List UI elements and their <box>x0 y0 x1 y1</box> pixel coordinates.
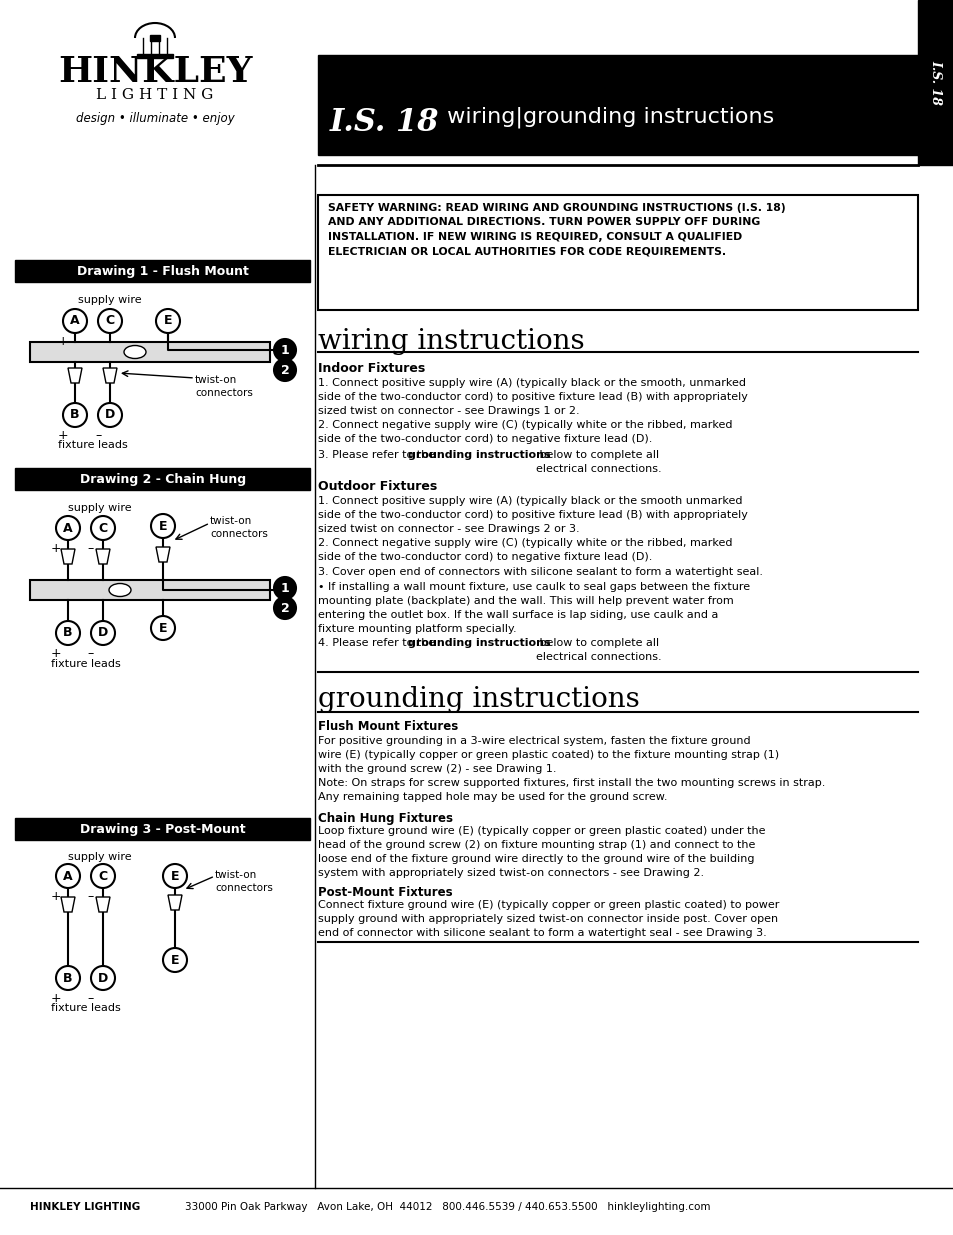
Text: design • illuminate • enjoy: design • illuminate • enjoy <box>75 112 234 125</box>
Circle shape <box>274 338 295 361</box>
Text: supply wire: supply wire <box>78 295 142 305</box>
Circle shape <box>63 403 87 427</box>
Text: Drawing 3 - Post-Mount: Drawing 3 - Post-Mount <box>80 823 246 836</box>
Text: 2: 2 <box>280 601 289 615</box>
Text: L I G H T I N G: L I G H T I N G <box>96 88 213 103</box>
Text: twist-on
connectors: twist-on connectors <box>194 375 253 398</box>
Text: • If installing a wall mount fixture, use caulk to seal gaps between the fixture: • If installing a wall mount fixture, us… <box>317 582 749 634</box>
Text: HINKLEY LIGHTING: HINKLEY LIGHTING <box>30 1202 140 1212</box>
Circle shape <box>151 514 174 538</box>
Text: twist-on
connectors: twist-on connectors <box>210 516 268 540</box>
Circle shape <box>274 359 295 382</box>
Text: 1. Connect positive supply wire (A) (typically black or the smooth unmarked
side: 1. Connect positive supply wire (A) (typ… <box>317 496 747 534</box>
Text: B: B <box>71 409 80 421</box>
Text: supply wire: supply wire <box>68 852 132 862</box>
Polygon shape <box>61 550 75 564</box>
Text: C: C <box>98 869 108 883</box>
Text: E: E <box>158 621 167 635</box>
Bar <box>15 468 310 490</box>
Text: C: C <box>98 521 108 535</box>
Text: +: + <box>51 890 61 903</box>
Text: Post-Mount Fixtures: Post-Mount Fixtures <box>317 885 452 899</box>
Text: +: + <box>51 647 61 659</box>
Text: Flush Mount Fixtures: Flush Mount Fixtures <box>317 720 457 734</box>
Circle shape <box>56 621 80 645</box>
Circle shape <box>63 309 87 333</box>
Text: grounding instructions: grounding instructions <box>317 685 639 713</box>
Text: C: C <box>106 315 114 327</box>
Text: Connect fixture ground wire (E) (typically copper or green plastic coated) to po: Connect fixture ground wire (E) (typical… <box>317 900 779 939</box>
Bar <box>15 261 310 282</box>
Bar <box>30 580 270 600</box>
Polygon shape <box>68 368 82 383</box>
Text: Drawing 2 - Chain Hung: Drawing 2 - Chain Hung <box>80 473 246 485</box>
Text: –: – <box>88 992 94 1005</box>
Text: below to complete all
electrical connections.: below to complete all electrical connect… <box>536 638 661 662</box>
Circle shape <box>98 403 122 427</box>
Circle shape <box>56 864 80 888</box>
Text: twist-on
connectors: twist-on connectors <box>214 869 273 893</box>
Text: wiring|grounding instructions: wiring|grounding instructions <box>439 107 774 128</box>
Text: E: E <box>164 315 172 327</box>
Circle shape <box>91 966 115 990</box>
Text: D: D <box>98 972 108 984</box>
Text: 33000 Pin Oak Parkway   Avon Lake, OH  44012   800.446.5539 / 440.653.5500   hin: 33000 Pin Oak Parkway Avon Lake, OH 4401… <box>185 1202 710 1212</box>
Circle shape <box>151 616 174 640</box>
Circle shape <box>98 309 122 333</box>
Text: Indoor Fixtures: Indoor Fixtures <box>317 362 425 375</box>
Text: HINKLEY: HINKLEY <box>58 56 252 89</box>
Text: +: + <box>57 335 69 348</box>
Text: Drawing 1 - Flush Mount: Drawing 1 - Flush Mount <box>77 264 249 278</box>
Text: A: A <box>63 521 72 535</box>
Text: grounding instructions: grounding instructions <box>408 638 550 648</box>
Polygon shape <box>96 897 110 911</box>
Text: +: + <box>57 429 69 442</box>
Text: E: E <box>158 520 167 532</box>
Text: –: – <box>95 335 102 348</box>
Circle shape <box>163 948 187 972</box>
Bar <box>317 56 917 156</box>
Text: fixture leads: fixture leads <box>51 1003 121 1013</box>
Polygon shape <box>156 547 170 562</box>
Text: –: – <box>88 647 94 659</box>
Text: For positive grounding in a 3-wire electrical system, fasten the fixture ground
: For positive grounding in a 3-wire elect… <box>317 736 824 802</box>
Text: D: D <box>98 626 108 640</box>
Text: 2: 2 <box>280 363 289 377</box>
Text: B: B <box>63 972 72 984</box>
Circle shape <box>163 864 187 888</box>
Bar <box>317 195 917 310</box>
Circle shape <box>56 966 80 990</box>
Circle shape <box>274 597 295 619</box>
Text: 1: 1 <box>280 343 289 357</box>
Bar <box>30 342 270 362</box>
Polygon shape <box>103 368 117 383</box>
Text: A: A <box>63 869 72 883</box>
Text: A: A <box>71 315 80 327</box>
Text: –: – <box>88 890 94 903</box>
Text: supply wire: supply wire <box>68 503 132 513</box>
Circle shape <box>56 516 80 540</box>
Circle shape <box>91 864 115 888</box>
Polygon shape <box>96 550 110 564</box>
Text: 2. Connect negative supply wire (C) (typically white or the ribbed, marked
side : 2. Connect negative supply wire (C) (typ… <box>317 420 732 445</box>
Circle shape <box>91 621 115 645</box>
Text: SAFETY WARNING: READ WIRING AND GROUNDING INSTRUCTIONS (I.S. 18)
AND ANY ADDITIO: SAFETY WARNING: READ WIRING AND GROUNDIN… <box>328 203 785 256</box>
Text: Chain Hung Fixtures: Chain Hung Fixtures <box>317 811 453 825</box>
Text: I.S. 18: I.S. 18 <box>928 61 942 105</box>
Text: E: E <box>171 953 179 967</box>
Ellipse shape <box>109 583 131 597</box>
Text: I.S. 18: I.S. 18 <box>330 107 439 138</box>
Circle shape <box>156 309 180 333</box>
Text: 4. Please refer to the: 4. Please refer to the <box>317 638 438 648</box>
Text: –: – <box>95 429 102 442</box>
Text: Outdoor Fixtures: Outdoor Fixtures <box>317 480 436 493</box>
Text: D: D <box>105 409 115 421</box>
Text: wiring instructions: wiring instructions <box>317 329 584 354</box>
Bar <box>137 54 172 58</box>
Polygon shape <box>168 895 182 910</box>
Text: +: + <box>51 992 61 1005</box>
Text: fixture leads: fixture leads <box>51 659 121 669</box>
Text: Loop fixture ground wire (E) (typically copper or green plastic coated) under th: Loop fixture ground wire (E) (typically … <box>317 826 764 878</box>
Text: 2. Connect negative supply wire (C) (typically white or the ribbed, marked
side : 2. Connect negative supply wire (C) (typ… <box>317 538 732 562</box>
Ellipse shape <box>124 346 146 358</box>
